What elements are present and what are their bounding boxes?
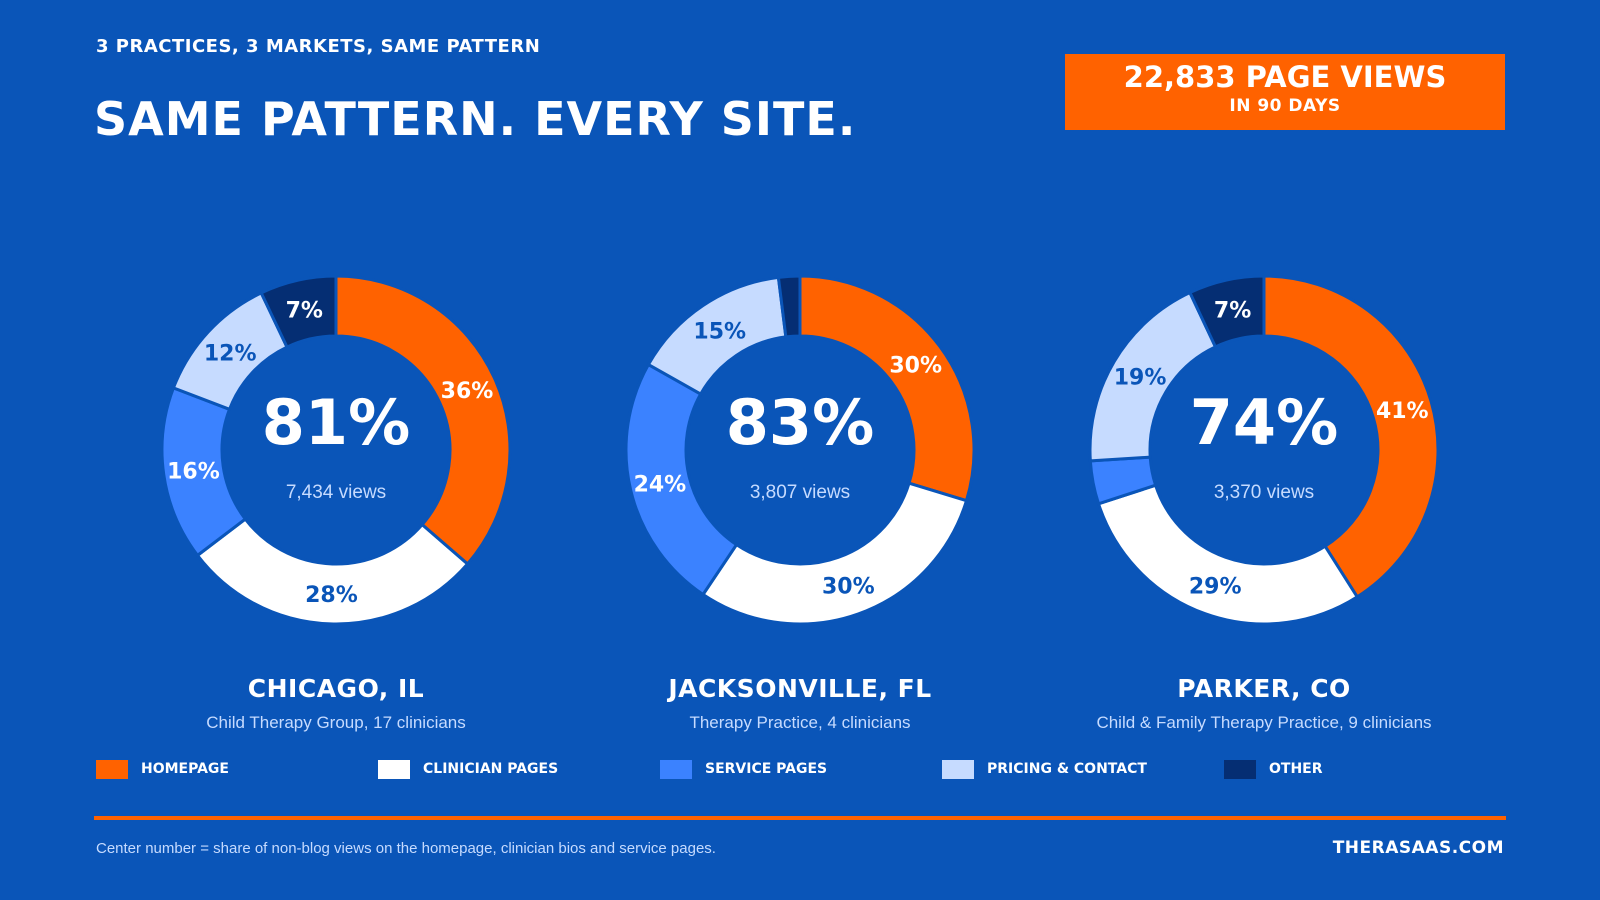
legend-label: OTHER (1269, 761, 1323, 777)
page-title: SAME PATTERN. EVERY SITE. (94, 92, 857, 146)
center-value: 83% (726, 386, 874, 459)
chart-title-chicago: CHICAGO, IL (247, 674, 425, 703)
site-url: THERASAAS.COM (1332, 838, 1504, 858)
donut-charts: 36% 28% 16% 12% 7% 81% 7,434 views 30% 30% 24% 15%… (160, 274, 1440, 626)
legend-label: PRICING & CONTACT (987, 761, 1147, 777)
legend-label: CLINICIAN PAGES (423, 761, 559, 777)
slice-homepage (1262, 274, 1440, 599)
center-value: 81% (262, 386, 410, 459)
slice-clinician-pages (1096, 483, 1360, 626)
slice-label-clinician-pages: 30% (822, 575, 875, 600)
legend-swatch (660, 760, 692, 779)
slice-label-homepage: 36% (441, 379, 494, 404)
slice-homepage (798, 274, 976, 503)
center-subtitle: 3,370 views (1214, 482, 1314, 503)
page-views-badge: 22,833 PAGE VIEWS IN 90 DAYS (1065, 54, 1505, 130)
legend-label: SERVICE PAGES (705, 761, 828, 777)
slice-label-clinician-pages: 29% (1189, 574, 1242, 599)
chart-title-parker: PARKER, CO (1177, 674, 1351, 703)
slice-label-service-pages: 24% (634, 472, 687, 497)
slice-label-other: 7% (1214, 298, 1251, 323)
legend-swatch (942, 760, 974, 779)
slice-homepage (334, 274, 512, 567)
slice-clinician-pages (700, 481, 969, 626)
center-subtitle: 3,807 views (750, 482, 850, 503)
slice-label-clinician-pages: 28% (305, 583, 358, 608)
slice-label-homepage: 30% (889, 353, 942, 378)
legend-swatch (96, 760, 128, 779)
center-subtitle: 7,434 views (286, 482, 386, 503)
slice-label-pricing-contact: 12% (204, 341, 257, 366)
legend-label: HOMEPAGE (141, 761, 229, 777)
slice-label-service-pages: 16% (167, 459, 220, 484)
slice-label-other: 7% (286, 299, 323, 324)
legend-swatch (378, 760, 410, 779)
chart-title-jacksonville: JACKSONVILLE, FL (668, 674, 932, 703)
slice-label-homepage: 41% (1376, 399, 1429, 424)
slice-other (1187, 274, 1266, 349)
slice-other (259, 274, 338, 350)
slice-label-pricing-contact: 15% (693, 319, 746, 344)
badge-period: IN 90 DAYS (1229, 96, 1341, 116)
legend: HOMEPAGE CLINICIAN PAGES SERVICE PAGES P… (0, 759, 1600, 781)
chart-subtitle-jacksonville: Therapy Practice, 4 clinicians (689, 713, 911, 732)
chart-subtitle-parker: Child & Family Therapy Practice, 9 clini… (1096, 713, 1432, 732)
chart-subtitle-chicago: Child Therapy Group, 17 clinicians (206, 713, 466, 732)
slice-clinician-pages (195, 516, 470, 626)
slice-other (776, 274, 802, 339)
legend-swatch (1224, 760, 1256, 779)
footer-rule (94, 816, 1506, 820)
badge-value: 22,833 PAGE VIEWS (1123, 60, 1447, 94)
center-value: 74% (1190, 386, 1338, 459)
slice-label-pricing-contact: 19% (1114, 366, 1167, 391)
footnote: Center number = share of non-blog views … (96, 840, 716, 857)
kicker-text: 3 PRACTICES, 3 MARKETS, SAME PATTERN (96, 36, 541, 57)
